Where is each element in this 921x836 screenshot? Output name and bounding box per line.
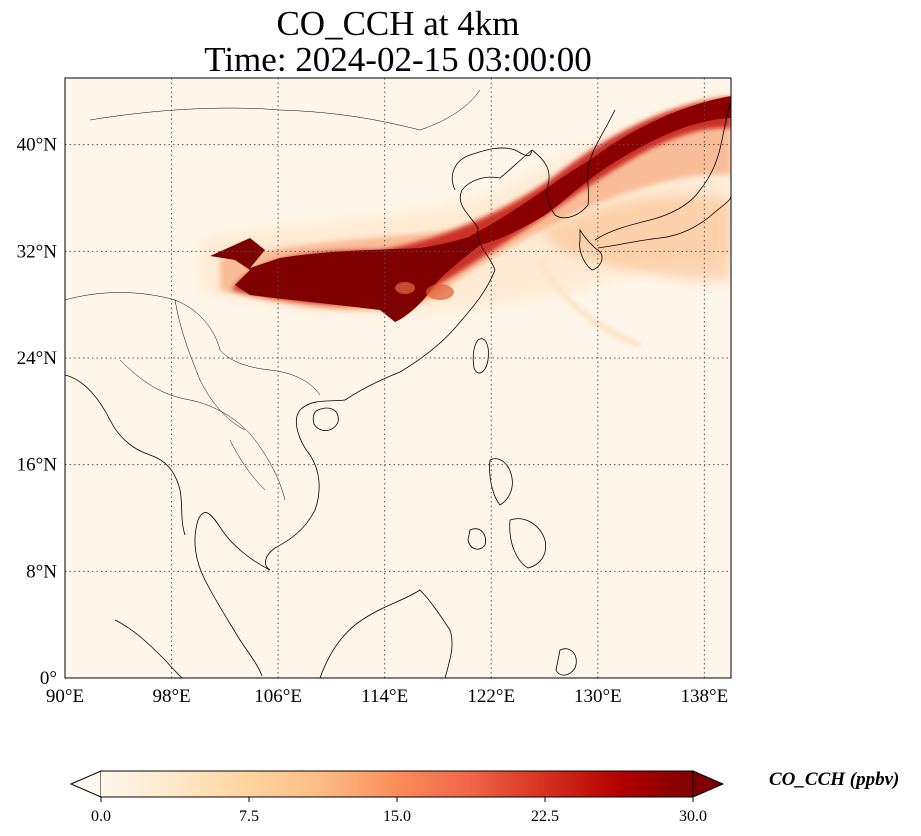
colorbar-tick-label: 22.5 (531, 808, 559, 825)
country-borders (65, 89, 481, 501)
gridlines (65, 78, 731, 678)
coastlines (65, 99, 731, 678)
colorbar-min-extend (69, 770, 102, 798)
colorbar-label: CO_CCH (ppbv) (769, 769, 900, 790)
lon-tick-label: 122°E (467, 686, 515, 707)
axis-tick-labels: 90°E 98°E 106°E 114°E 122°E 130°E 138°E 0° 8°N 16… (17, 135, 729, 707)
lat-tick-label: 40°N (17, 135, 58, 156)
lat-tick-label: 24°N (17, 348, 58, 369)
lon-tick-label: 106°E (254, 686, 302, 707)
colorbar-max-extend (692, 770, 725, 798)
colorbar-tick-label: 30.0 (679, 808, 707, 825)
colorbar-tick-label: 0.0 (91, 808, 111, 825)
lon-tick-label: 138°E (681, 686, 729, 707)
lon-tick-label: 90°E (46, 686, 84, 707)
lon-tick-label: 98°E (152, 686, 190, 707)
map-subtitle: Time: 2024-02-15 03:00:00 (204, 40, 592, 79)
colorbar: 0.0 7.5 15.0 22.5 30.0 (69, 770, 725, 825)
colorbar-tick-label: 7.5 (239, 808, 259, 825)
lat-tick-label: 8°N (26, 561, 57, 582)
lat-tick-label: 0° (40, 668, 57, 689)
lon-tick-label: 130°E (574, 686, 622, 707)
colorbar-gradient (101, 771, 693, 797)
lon-tick-label: 114°E (361, 686, 408, 707)
map-title: CO_CCH at 4km (276, 4, 520, 43)
lat-tick-label: 16°N (17, 455, 58, 476)
lat-tick-label: 32°N (17, 241, 58, 262)
colorbar-tick-label: 15.0 (383, 808, 411, 825)
map-frame (64, 77, 732, 679)
